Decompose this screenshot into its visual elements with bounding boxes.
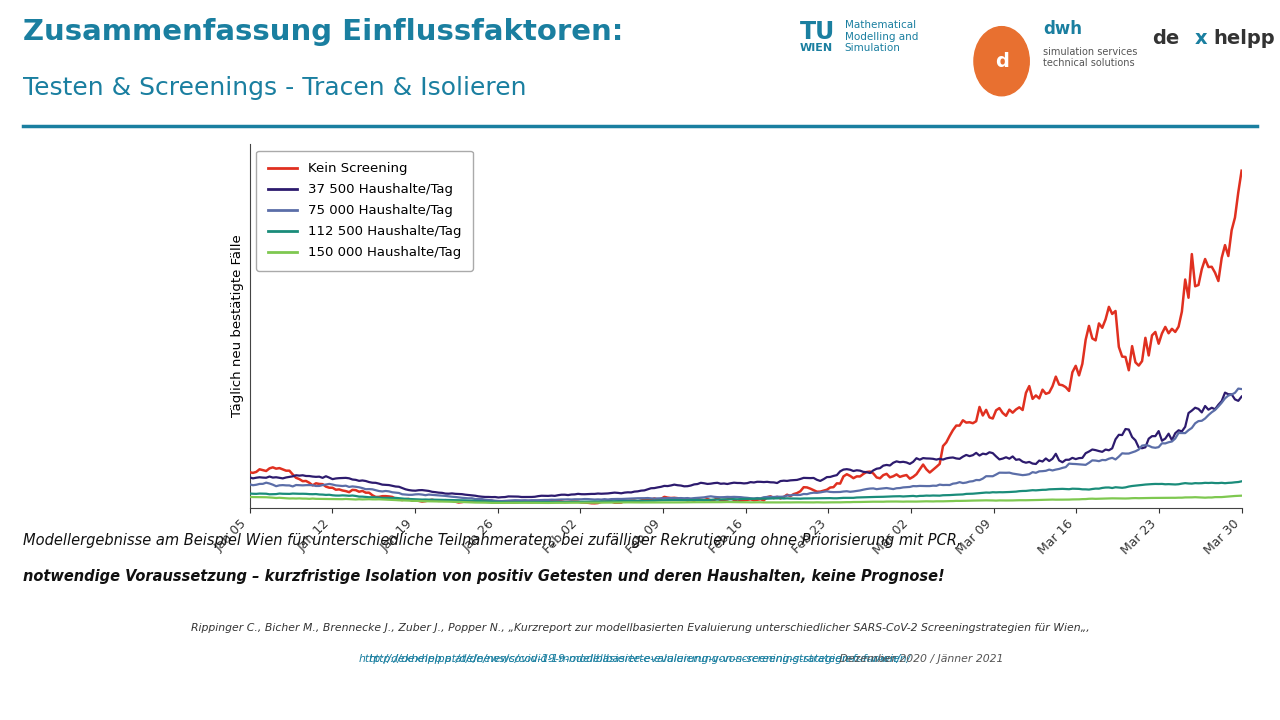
Text: http://dexhelpp.at/de/news/covid-19-modellbasierte-evaluierung-von-screening-str: http://dexhelpp.at/de/news/covid-19-mode… bbox=[285, 654, 995, 664]
Text: helpp: helpp bbox=[1213, 29, 1275, 48]
Text: TU: TU bbox=[800, 20, 836, 44]
Text: d: d bbox=[995, 52, 1009, 71]
Legend: Kein Screening, 37 500 Haushalte/Tag, 75 000 Haushalte/Tag, 112 500 Haushalte/Ta: Kein Screening, 37 500 Haushalte/Tag, 75… bbox=[256, 150, 474, 271]
Text: Dezember 2020 / Jänner 2021: Dezember 2020 / Jänner 2021 bbox=[836, 654, 1004, 664]
Text: Modellergebnisse am Beispiel Wien für unterschiedliche Teilnahmeraten, bei zufäl: Modellergebnisse am Beispiel Wien für un… bbox=[23, 533, 961, 548]
Text: http://dexhelpp.at/de/news/covid-19-modellbasierte-evaluierung-von-screening-str: http://dexhelpp.at/de/news/covid-19-mode… bbox=[358, 654, 901, 664]
Text: WIEN: WIEN bbox=[800, 43, 833, 53]
Text: Mathematical
Modelling and
Simulation: Mathematical Modelling and Simulation bbox=[845, 20, 918, 53]
Y-axis label: Täglich neu bestätigte Fälle: Täglich neu bestätigte Fälle bbox=[232, 235, 244, 417]
Text: Zusammenfassung Einflussfaktoren:: Zusammenfassung Einflussfaktoren: bbox=[23, 18, 623, 46]
Text: dwh: dwh bbox=[1043, 20, 1082, 38]
Text: x: x bbox=[1194, 29, 1207, 48]
Circle shape bbox=[974, 27, 1029, 96]
Text: de: de bbox=[1152, 29, 1179, 48]
Text: Testen & Screenings - Tracen & Isolieren: Testen & Screenings - Tracen & Isolieren bbox=[23, 76, 526, 99]
Text: http://dexhelpp.at/de/news/covid-19-modellbasierte-evaluierung-von-screening-str: http://dexhelpp.at/de/news/covid-19-mode… bbox=[369, 654, 911, 664]
Text: Rippinger C., Bicher M., Brennecke J., Zuber J., Popper N., „Kurzreport zur mode: Rippinger C., Bicher M., Brennecke J., Z… bbox=[191, 623, 1089, 633]
Text: simulation services
technical solutions: simulation services technical solutions bbox=[1043, 47, 1138, 68]
Text: notwendige Voraussetzung – kurzfristige Isolation von positiv Getesten und deren: notwendige Voraussetzung – kurzfristige … bbox=[23, 569, 945, 584]
